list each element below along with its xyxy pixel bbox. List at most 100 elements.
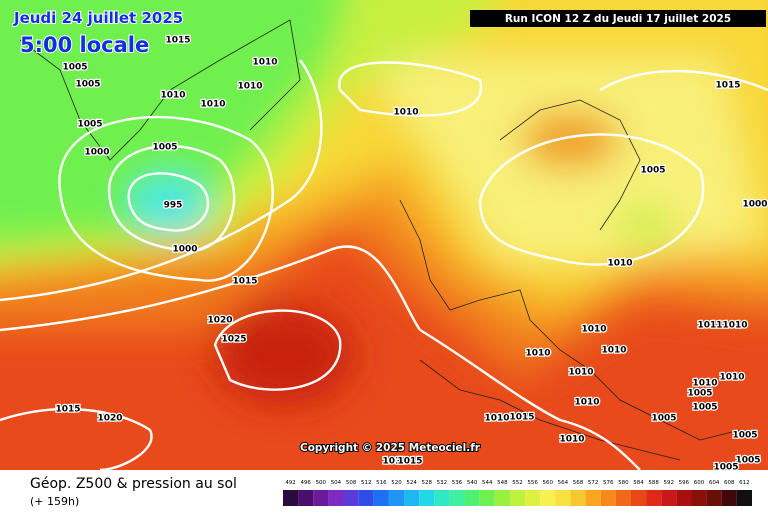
isobar-label: 1010 <box>719 373 744 383</box>
scale-swatch <box>509 490 526 506</box>
scale-label: 520 <box>391 480 402 486</box>
scale-label: 560 <box>543 480 554 486</box>
scale-swatch <box>494 490 510 506</box>
isobar-label: 1005 <box>732 431 757 441</box>
isobar-label: 1010 <box>393 108 418 118</box>
scale-label: 576 <box>603 480 614 486</box>
isobar-label: 1010 <box>252 58 277 68</box>
scale-label: 580 <box>618 480 629 486</box>
local-time: 5:00 locale <box>20 33 149 57</box>
scale-swatch <box>570 490 586 506</box>
isobar-label: 1010 <box>237 82 262 92</box>
isobar-labels: 1015100510051010101010101010100510051000… <box>54 34 768 474</box>
isobar-label: 1005 <box>152 143 177 153</box>
isobar-label: 1000 <box>172 245 197 255</box>
scale-swatch <box>691 490 707 506</box>
scale-label: 556 <box>527 480 538 486</box>
scale-label: 592 <box>664 480 675 486</box>
scale-label: 600 <box>694 480 705 486</box>
isobar-label: 1010 <box>581 325 606 335</box>
isobar-label: 1015 <box>397 457 422 467</box>
scale-swatch <box>540 490 556 506</box>
color-scale: 492 496 500 504 508 512 516 520 524 528 532 536 540 5… <box>283 480 752 506</box>
isobar-label: 1025 <box>221 335 246 345</box>
isobar-label: 1010 <box>484 414 509 424</box>
isobar-label: 1020 <box>97 414 122 424</box>
scale-swatch <box>706 490 722 506</box>
scale-label: 492 <box>285 480 296 486</box>
scale-swatch <box>646 490 662 506</box>
isobar-label: 1010 <box>559 435 584 445</box>
isobar-label: 1010 <box>722 321 747 331</box>
isobar-label: 1015 <box>232 277 257 287</box>
scale-swatch <box>479 490 495 506</box>
scale-label: 508 <box>346 480 357 486</box>
scale-swatch <box>358 490 374 506</box>
scale-label: 548 <box>497 480 508 486</box>
isobar-label: 1005 <box>75 80 100 90</box>
scale-label: 516 <box>376 480 387 486</box>
scale-label: 596 <box>679 480 690 486</box>
scale-label: 512 <box>361 480 372 486</box>
scale-label: 568 <box>573 480 584 486</box>
scale-label: 588 <box>648 480 659 486</box>
scale-label: 608 <box>724 480 735 486</box>
scale-label: 532 <box>437 480 448 486</box>
valid-date: Jeudi 24 juillet 2025 <box>13 9 183 27</box>
isobar-label: 1005 <box>77 120 102 130</box>
scale-label: 544 <box>482 480 493 486</box>
scale-label: 496 <box>300 480 311 486</box>
scale-label: 524 <box>406 480 417 486</box>
isobar-label: 1010 <box>382 457 407 467</box>
isobar-label: 1005 <box>735 456 760 466</box>
scale-swatch <box>313 490 329 506</box>
scale-label: 528 <box>421 480 432 486</box>
scale-label: 604 <box>709 480 720 486</box>
scale-swatch <box>721 490 737 506</box>
run-banner <box>470 10 766 27</box>
scale-swatch <box>298 490 314 506</box>
scale-swatch <box>661 490 677 506</box>
scale-swatch <box>555 490 571 506</box>
forecast-lead: (+ 159h) <box>30 495 79 508</box>
run-label: Run ICON 12 Z du Jeudi 17 juillet 2025 <box>505 13 731 25</box>
scale-label: 584 <box>633 480 644 486</box>
isobar-label: 1010 <box>607 259 632 269</box>
isobar-label: 1010 <box>200 100 225 110</box>
scale-label: 612 <box>739 480 750 486</box>
scale-swatch <box>525 490 541 506</box>
isobar-label: 1005 <box>640 166 665 176</box>
scale-label: 540 <box>467 480 478 486</box>
isobar-label: 1020 <box>207 316 232 326</box>
isobar-label: 1005 <box>692 403 717 413</box>
scale-swatch <box>615 490 631 506</box>
scale-swatch <box>328 490 344 506</box>
scale-swatch <box>434 490 450 506</box>
isobar-label: 1000 <box>84 148 109 158</box>
isobar-label: 1010 <box>574 398 599 408</box>
scale-swatch <box>373 490 389 506</box>
scale-swatch <box>464 490 480 506</box>
scale-label: 500 <box>316 480 327 486</box>
scale-swatch <box>585 490 601 506</box>
scale-swatch <box>283 490 299 506</box>
scale-swatch <box>630 490 647 506</box>
isobar-label: 1015 <box>165 36 190 46</box>
isobar-label: 1015 <box>715 81 740 91</box>
isobar-label: 1000 <box>742 200 767 210</box>
isobar-label: 1010 <box>568 368 593 378</box>
coastlines <box>19 19 741 461</box>
scale-label: 504 <box>331 480 342 486</box>
isobar-label: 1010 <box>525 349 550 359</box>
isobar-label: 1005 <box>62 63 87 73</box>
isobar-label: 995 <box>164 201 183 211</box>
scale-swatch <box>449 490 465 506</box>
isobar-label: 1010 <box>692 379 717 389</box>
scale-swatch <box>388 490 405 506</box>
isobar-label: 1015 <box>509 413 534 423</box>
map-field <box>0 0 768 470</box>
scale-label: 536 <box>452 480 463 486</box>
isobar-label: 1010 <box>601 346 626 356</box>
scale-label: 572 <box>588 480 599 486</box>
